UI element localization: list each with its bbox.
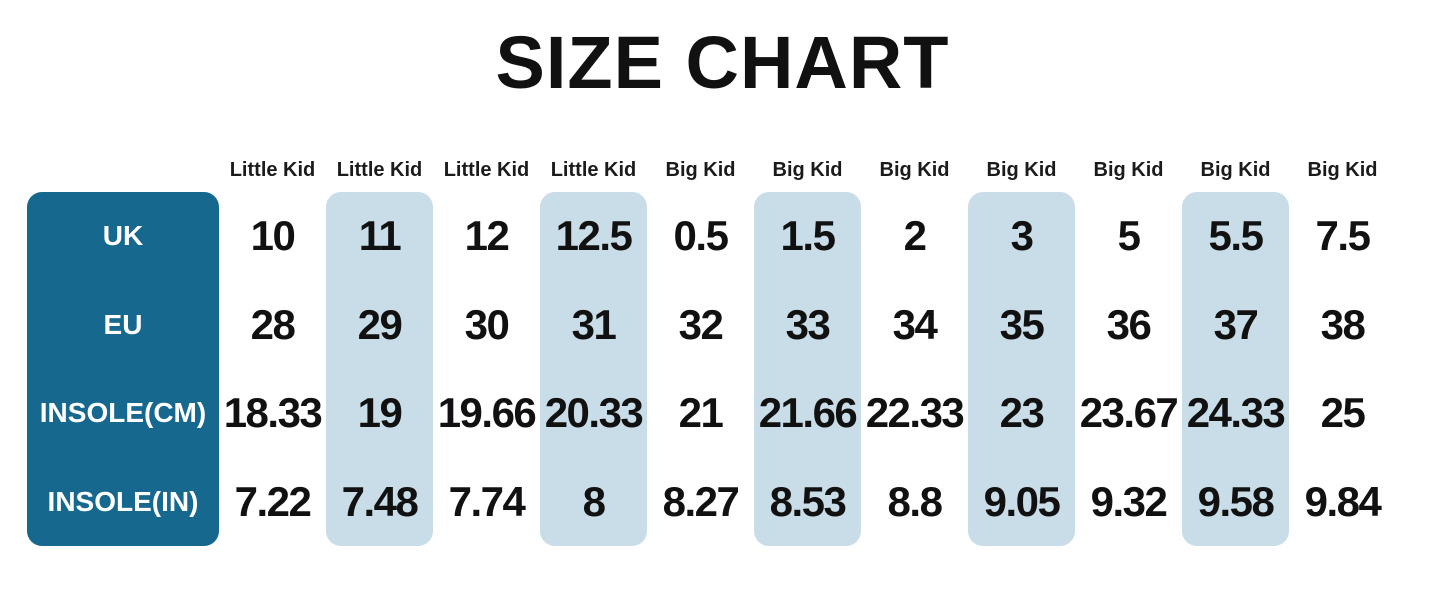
row-labels-box: UK EU INSOLE(CM) INSOLE(IN) xyxy=(27,192,219,546)
insole-cm-value: 21.66 xyxy=(758,389,858,437)
insole-in-value: 8.27 xyxy=(662,477,740,525)
column-body-highlighted: 11 29 19 7.48 xyxy=(326,192,433,546)
column-group-label: Little Kid xyxy=(443,158,530,181)
eu-size-value: 32 xyxy=(678,300,724,348)
insole-in-value: 7.22 xyxy=(234,477,312,525)
size-column-9: Big Kid 5 36 23.67 9.32 xyxy=(1075,148,1182,546)
uk-size-value: 0.5 xyxy=(673,212,729,260)
row-labels-header-spacer xyxy=(27,148,219,192)
column-body: 10 28 18.33 7.22 xyxy=(219,192,326,546)
eu-size-value: 36 xyxy=(1106,300,1152,348)
eu-size-value: 29 xyxy=(357,300,403,348)
insole-in-value: 9.58 xyxy=(1197,477,1275,525)
size-column-8: Big Kid 3 35 23 9.05 xyxy=(968,148,1075,546)
size-column-3: Little Kid 12 30 19.66 7.74 xyxy=(433,148,540,546)
column-group-label: Big Kid xyxy=(879,158,950,181)
column-group-label: Big Kid xyxy=(772,158,843,181)
insole-cm-value: 19 xyxy=(357,389,403,437)
row-label-insole-in: INSOLE(IN) xyxy=(47,485,199,517)
uk-size-value: 2 xyxy=(903,212,927,260)
uk-size-value: 12 xyxy=(464,212,510,260)
row-label-uk: UK xyxy=(102,220,144,252)
column-body: 5 36 23.67 9.32 xyxy=(1075,192,1182,546)
size-column-7: Big Kid 2 34 22.33 8.8 xyxy=(861,148,968,546)
eu-size-value: 35 xyxy=(999,300,1045,348)
eu-size-value: 34 xyxy=(892,300,938,348)
insole-in-value: 9.32 xyxy=(1090,477,1168,525)
eu-size-value: 38 xyxy=(1320,300,1366,348)
column-group-label: Big Kid xyxy=(1307,158,1378,181)
uk-size-value: 11 xyxy=(358,212,402,260)
size-column-11: Big Kid 7.5 38 25 9.84 xyxy=(1289,148,1396,546)
insole-in-value: 7.74 xyxy=(448,477,526,525)
column-body: 7.5 38 25 9.84 xyxy=(1289,192,1396,546)
row-label-insole-cm: INSOLE(CM) xyxy=(39,397,207,429)
column-group-label: Little Kid xyxy=(229,158,316,181)
uk-size-value: 3 xyxy=(1010,212,1034,260)
eu-size-value: 31 xyxy=(571,300,617,348)
insole-in-value: 8 xyxy=(582,477,606,525)
column-body-highlighted: 1.5 33 21.66 8.53 xyxy=(754,192,861,546)
insole-cm-value: 22.33 xyxy=(865,389,965,437)
eu-size-value: 28 xyxy=(250,300,296,348)
column-body-highlighted: 5.5 37 24.33 9.58 xyxy=(1182,192,1289,546)
column-group-label: Big Kid xyxy=(1200,158,1271,181)
page-title: SIZE CHART xyxy=(495,21,950,104)
eu-size-value: 37 xyxy=(1213,300,1259,348)
uk-size-value: 7.5 xyxy=(1315,212,1371,260)
uk-size-value: 5.5 xyxy=(1208,212,1264,260)
insole-cm-value: 18.33 xyxy=(223,389,323,437)
insole-in-value: 9.05 xyxy=(983,477,1061,525)
column-body: 2 34 22.33 8.8 xyxy=(861,192,968,546)
column-group-label: Big Kid xyxy=(986,158,1057,181)
insole-cm-value: 24.33 xyxy=(1186,389,1286,437)
uk-size-value: 1.5 xyxy=(780,212,836,260)
uk-size-value: 5 xyxy=(1117,212,1141,260)
insole-in-value: 7.48 xyxy=(341,477,419,525)
insole-cm-value: 19.66 xyxy=(437,389,537,437)
column-body: 12 30 19.66 7.74 xyxy=(433,192,540,546)
insole-in-value: 8.53 xyxy=(769,477,847,525)
size-column-1: Little Kid 10 28 18.33 7.22 xyxy=(219,148,326,546)
insole-in-value: 9.84 xyxy=(1304,477,1382,525)
column-group-label: Little Kid xyxy=(550,158,637,181)
column-group-label: Big Kid xyxy=(665,158,736,181)
size-column-2: Little Kid 11 29 19 7.48 xyxy=(326,148,433,546)
column-body: 0.5 32 21 8.27 xyxy=(647,192,754,546)
size-table: UK EU INSOLE(CM) INSOLE(IN) Little Kid 1… xyxy=(27,148,1396,546)
column-body-highlighted: 3 35 23 9.05 xyxy=(968,192,1075,546)
size-column-4: Little Kid 12.5 31 20.33 8 xyxy=(540,148,647,546)
insole-cm-value: 25 xyxy=(1320,389,1366,437)
row-labels-column: UK EU INSOLE(CM) INSOLE(IN) xyxy=(27,148,219,546)
uk-size-value: 12.5 xyxy=(555,212,633,260)
insole-cm-value: 20.33 xyxy=(544,389,644,437)
size-column-10: Big Kid 5.5 37 24.33 9.58 xyxy=(1182,148,1289,546)
insole-cm-value: 23 xyxy=(999,389,1045,437)
size-column-6: Big Kid 1.5 33 21.66 8.53 xyxy=(754,148,861,546)
eu-size-value: 30 xyxy=(464,300,510,348)
insole-cm-value: 21 xyxy=(678,389,724,437)
eu-size-value: 33 xyxy=(785,300,831,348)
column-body-highlighted: 12.5 31 20.33 8 xyxy=(540,192,647,546)
uk-size-value: 10 xyxy=(250,212,296,260)
column-group-label: Little Kid xyxy=(336,158,423,181)
size-column-5: Big Kid 0.5 32 21 8.27 xyxy=(647,148,754,546)
column-group-label: Big Kid xyxy=(1093,158,1164,181)
insole-cm-value: 23.67 xyxy=(1079,389,1179,437)
insole-in-value: 8.8 xyxy=(887,477,943,525)
row-label-eu: EU xyxy=(103,308,143,340)
